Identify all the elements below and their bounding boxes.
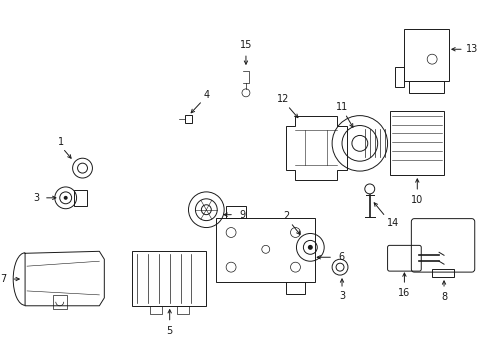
Bar <box>176 306 188 314</box>
Bar <box>184 114 192 122</box>
Text: 3: 3 <box>33 193 39 203</box>
Bar <box>404 30 448 81</box>
Circle shape <box>307 245 312 250</box>
Text: 3: 3 <box>338 291 345 301</box>
Circle shape <box>63 196 67 200</box>
Bar <box>74 190 87 206</box>
Bar <box>216 218 315 282</box>
Bar <box>285 282 305 294</box>
Text: 6: 6 <box>337 252 344 262</box>
Bar <box>132 251 206 306</box>
Bar <box>53 295 66 309</box>
Text: 10: 10 <box>410 195 423 205</box>
Text: 13: 13 <box>465 44 477 54</box>
Bar <box>225 206 245 218</box>
Text: 15: 15 <box>239 40 252 50</box>
Text: 11: 11 <box>335 102 347 112</box>
Text: 5: 5 <box>166 325 172 336</box>
Text: 7: 7 <box>0 274 6 284</box>
Bar <box>431 269 453 277</box>
Bar <box>149 306 162 314</box>
Bar <box>394 67 404 87</box>
Bar <box>389 111 443 175</box>
Text: 12: 12 <box>277 94 289 104</box>
Text: 9: 9 <box>239 210 244 220</box>
Text: 1: 1 <box>58 138 63 147</box>
Text: 8: 8 <box>440 292 446 302</box>
Text: 16: 16 <box>397 288 410 298</box>
Text: 4: 4 <box>203 90 209 100</box>
Text: 14: 14 <box>386 217 399 228</box>
Text: 2: 2 <box>283 211 289 221</box>
Bar <box>408 81 443 93</box>
